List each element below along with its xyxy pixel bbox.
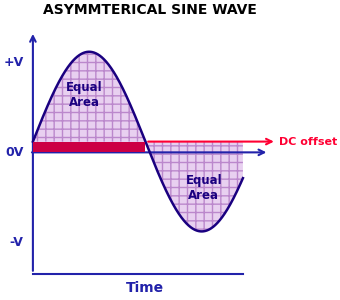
- Text: Equal
Area: Equal Area: [186, 174, 222, 202]
- Text: +V: +V: [3, 56, 23, 69]
- Text: Equal
Area: Equal Area: [66, 81, 103, 109]
- Text: 0V: 0V: [5, 146, 23, 159]
- Text: -V: -V: [10, 236, 23, 249]
- Title: ASYMMTERICAL SINE WAVE: ASYMMTERICAL SINE WAVE: [43, 3, 257, 17]
- Text: DC offset: DC offset: [278, 136, 337, 147]
- Text: Time: Time: [126, 281, 165, 295]
